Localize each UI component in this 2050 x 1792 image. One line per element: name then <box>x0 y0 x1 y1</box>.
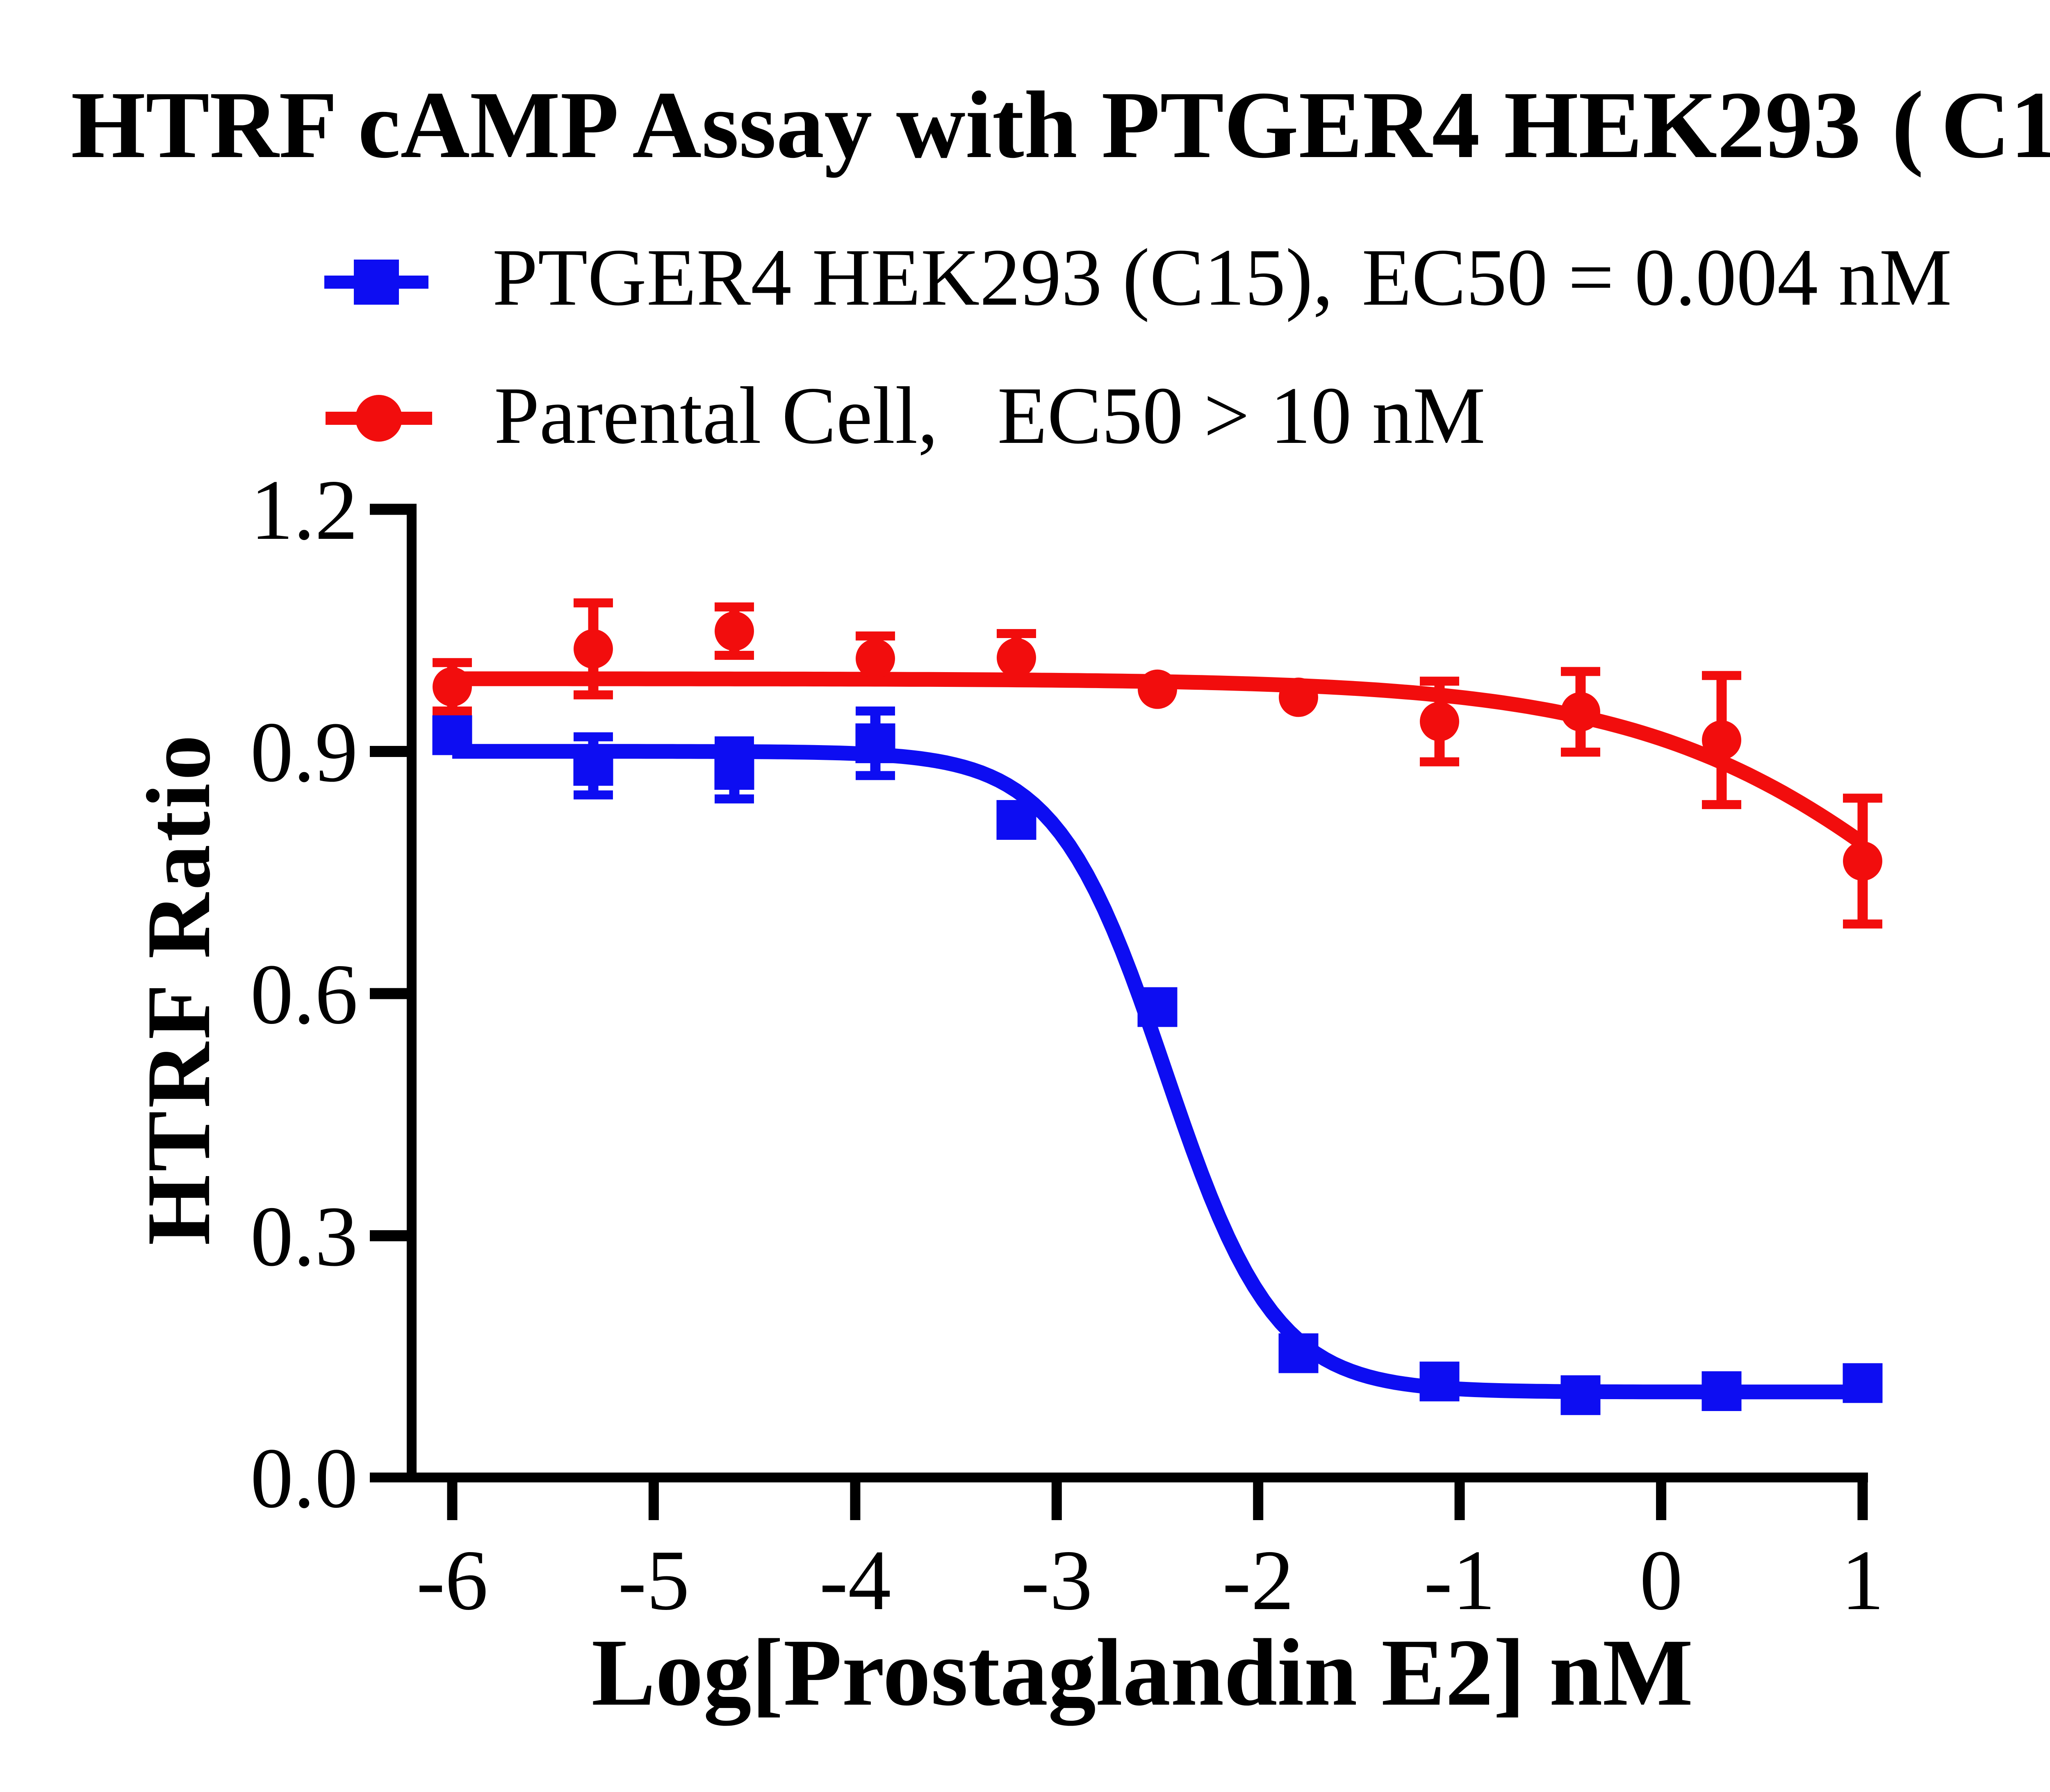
svg-text:0.9: 0.9 <box>251 705 358 800</box>
svg-text:-1: -1 <box>1424 1533 1496 1628</box>
svg-text:0.6: 0.6 <box>251 947 358 1042</box>
svg-text:PTGER4 HEK293 (C15), EC50 = 0.: PTGER4 HEK293 (C15), EC50 = 0.004 nM <box>492 233 1952 323</box>
svg-text:-2: -2 <box>1222 1533 1294 1628</box>
svg-text:HTRF cAMP Assay with PTGER4 HE: HTRF cAMP Assay with PTGER4 HEK293(C15) <box>71 71 2050 178</box>
svg-text:Log[Prostaglandin E2] nM: Log[Prostaglandin E2] nM <box>591 1619 1693 1726</box>
svg-text:1.2: 1.2 <box>251 463 358 558</box>
svg-text:0.0: 0.0 <box>251 1431 358 1526</box>
svg-text:0.3: 0.3 <box>251 1189 358 1284</box>
svg-text:-5: -5 <box>618 1533 690 1628</box>
svg-text:0: 0 <box>1640 1533 1683 1628</box>
svg-text:-4: -4 <box>819 1533 891 1628</box>
svg-text:1: 1 <box>1841 1533 1884 1628</box>
svg-text:HTRF Ratio: HTRF Ratio <box>128 732 229 1245</box>
svg-text:-6: -6 <box>417 1533 488 1628</box>
svg-text:-3: -3 <box>1021 1533 1093 1628</box>
